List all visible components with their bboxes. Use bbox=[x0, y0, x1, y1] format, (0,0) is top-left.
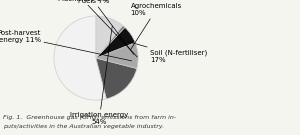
Text: Soil (N-fertiliser)
17%: Soil (N-fertiliser) 17% bbox=[128, 42, 207, 63]
Wedge shape bbox=[96, 27, 135, 58]
Text: puts/activities in the Australian vegetable industry.: puts/activities in the Australian vegeta… bbox=[3, 124, 164, 129]
Wedge shape bbox=[96, 58, 137, 99]
Text: Fuels 7%: Fuels 7% bbox=[78, 0, 134, 54]
Text: Post-harvest
energy 11%: Post-harvest energy 11% bbox=[0, 31, 132, 61]
Wedge shape bbox=[54, 16, 106, 100]
Wedge shape bbox=[96, 43, 138, 69]
Text: Machinery 1%: Machinery 1% bbox=[58, 0, 137, 57]
Wedge shape bbox=[96, 26, 125, 58]
Text: Agrochemicals
10%: Agrochemicals 10% bbox=[130, 3, 182, 49]
Wedge shape bbox=[96, 16, 123, 58]
Text: Irrigation energy
54%: Irrigation energy 54% bbox=[70, 26, 128, 125]
Text: Fig. 1.  Greenhouse gas (GHG) emissions from farm in-: Fig. 1. Greenhouse gas (GHG) emissions f… bbox=[3, 115, 176, 120]
